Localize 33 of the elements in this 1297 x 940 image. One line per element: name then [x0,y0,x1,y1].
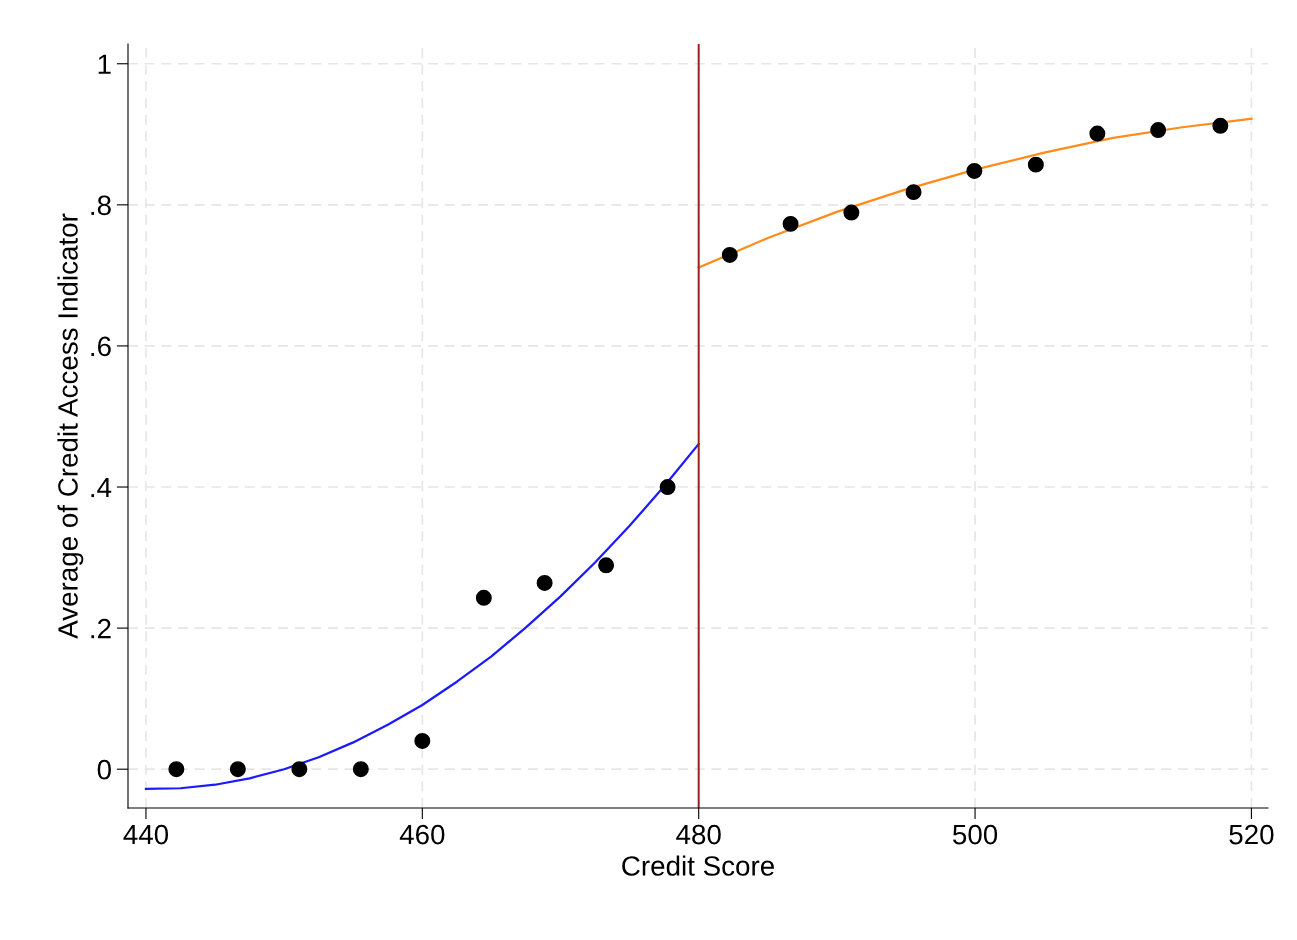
x-tick-label: 520 [1229,824,1274,845]
x-tick-label: 460 [399,824,445,845]
point [229,761,246,778]
point [1089,125,1106,142]
y-tick-label: .2 [91,618,111,639]
x-tick-label: 480 [676,824,721,845]
point [1150,122,1167,139]
point [782,215,799,232]
x-axis-title: Credit Score [622,855,774,876]
point [721,246,738,263]
point [475,589,492,606]
x-tick-label: 440 [123,824,169,845]
y-tick-label: 0 [97,759,111,780]
y-tick-label: .8 [91,195,111,216]
y-axis-title: Average of Credit Access Indicator [57,213,84,639]
point [168,761,185,778]
y-tick-label: .6 [91,336,111,357]
point [352,761,369,778]
y-tick-label: 1 [98,54,111,74]
point [1212,117,1229,134]
point [966,163,983,179]
point [843,204,860,221]
point [598,557,615,574]
point [291,761,308,778]
line-series [144,442,700,791]
point [1027,156,1044,173]
point [659,479,676,495]
point [905,184,922,201]
line-series [697,117,1253,269]
point [414,733,431,749]
x-tick-label: 500 [952,824,998,845]
point [536,574,553,591]
y-tick-label: .4 [91,477,112,498]
